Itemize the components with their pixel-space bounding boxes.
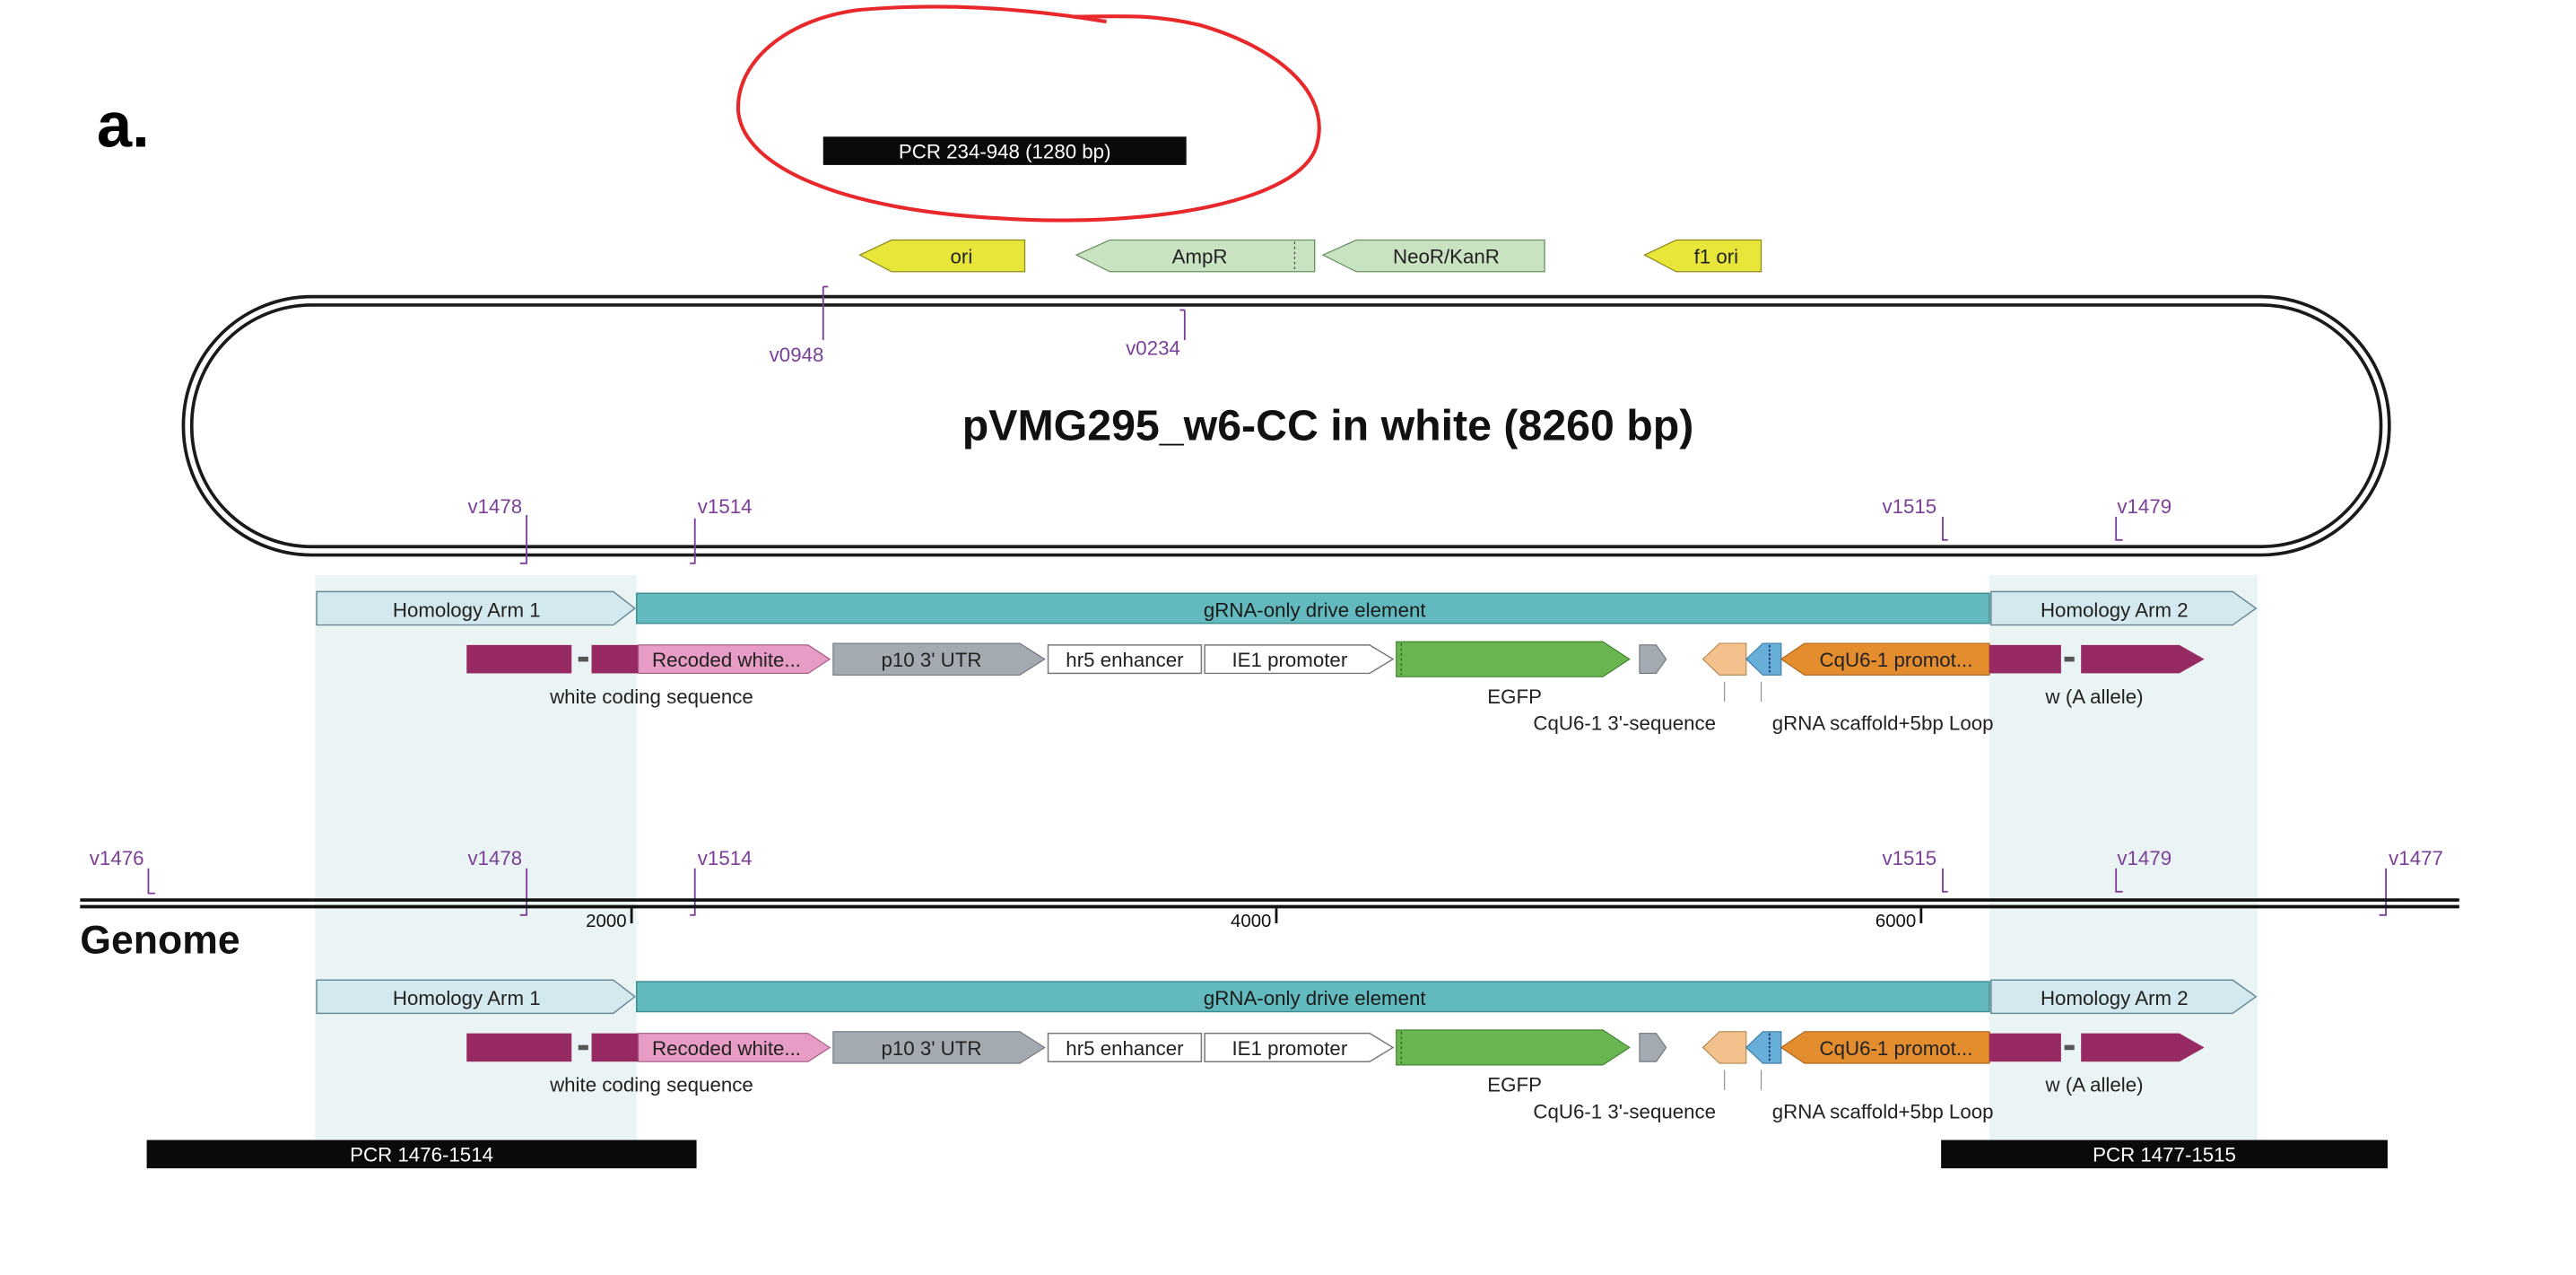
arm1-label: Homology Arm 1 (393, 598, 541, 621)
tick-6000-label: 6000 (1875, 912, 1916, 931)
white-cds-label: white coding sequence (549, 686, 753, 708)
primer-v1479-genome-mark (2115, 868, 2123, 893)
recoded-label: Recoded white... (652, 649, 801, 671)
primer-v1515-genome-mark (1942, 868, 1948, 893)
f1-ori-label: f1 ori (1694, 245, 1739, 267)
primer-v0948-label: v0948 (770, 344, 824, 366)
primer-v0234-label: v0234 (1126, 337, 1180, 360)
ie1-label-genome: IE1 promoter (1231, 1037, 1347, 1060)
cqu6-label-genome: CqU6-1 promot... (1820, 1037, 1973, 1060)
primer-v1479-plasmid-mark (2115, 516, 2123, 541)
primer-v1515-genome-label: v1515 (1882, 847, 1936, 869)
egfp-label-genome: EGFP (1487, 1074, 1542, 1096)
primer-v1479-plasmid-label: v1479 (2117, 495, 2171, 518)
primer-v1477-label: v1477 (2389, 847, 2443, 869)
cqu6-3-label: CqU6-1 3'-sequence (1533, 712, 1716, 735)
primer-v1514-genome-mark (690, 868, 696, 916)
ori-label: ori (951, 245, 973, 267)
tick-2000-label: 2000 (586, 912, 626, 931)
construct-genome-labels: Homology Arm 1 gRNA-only drive element H… (393, 987, 2189, 1122)
scaffold-label: gRNA scaffold+5bp Loop (1772, 712, 1994, 735)
primer-v1478-plasmid-mark (519, 514, 528, 564)
primer-v1477-mark (2379, 868, 2388, 916)
egfp-label: EGFP (1487, 686, 1542, 708)
primer-v1514-plasmid-label: v1514 (698, 495, 753, 518)
p10-label: p10 3' UTR (881, 649, 981, 671)
p10-label-genome: p10 3' UTR (881, 1037, 981, 1060)
drive-label-genome: gRNA-only drive element (1204, 987, 1426, 1009)
primer-v1476-label: v1476 (90, 847, 144, 869)
ampr-arrow (1075, 239, 1316, 273)
primer-v1478-plasmid-label: v1478 (467, 495, 522, 518)
tick-4000-label: 4000 (1231, 912, 1271, 931)
primer-v1515-plasmid-label: v1515 (1882, 495, 1936, 518)
hr5-label: hr5 enhancer (1066, 649, 1184, 671)
w-allele-label: w (A allele) (2045, 686, 2144, 708)
plasmid-outline-outer (181, 294, 2391, 557)
recoded-label-genome: Recoded white... (652, 1037, 801, 1060)
white-cds-label-genome: white coding sequence (549, 1074, 753, 1096)
genome-label: Genome (80, 918, 239, 962)
pcr-top-label: PCR 234-948 (1280 bp) (899, 140, 1111, 162)
neor-arrow (1321, 239, 1545, 273)
construct-plasmid-labels: Homology Arm 1 gRNA-only drive element H… (393, 598, 2189, 734)
red-annotation-scribble (735, 4, 1321, 223)
pcr-top-bar (822, 136, 1187, 165)
ampr-label: AmpR (1172, 245, 1228, 267)
pcr-left-bar (146, 1140, 697, 1169)
primer-v1478-genome-label: v1478 (467, 847, 522, 869)
cqu6-3-label-genome: CqU6-1 3'-sequence (1533, 1100, 1716, 1122)
plasmid-title: pVMG295_w6-CC in white (8260 bp) (962, 401, 1694, 450)
ori-arrow (858, 239, 1026, 273)
pcr-right-label: PCR 1477-1515 (2093, 1144, 2236, 1166)
plasmid-outline-inner (189, 303, 2383, 549)
neor-label: NeoR/KanR (1393, 245, 1500, 267)
ie1-label: IE1 promoter (1231, 649, 1347, 671)
primer-v1476-mark (147, 868, 155, 895)
primer-v1514-plasmid-mark (690, 518, 696, 564)
pcr-right-bar (1941, 1140, 2388, 1169)
primer-v1479-genome-label: v1479 (2117, 847, 2171, 869)
w-allele-label-genome: w (A allele) (2045, 1074, 2144, 1096)
scaffold-label-genome: gRNA scaffold+5bp Loop (1772, 1100, 1994, 1122)
f1-ori-arrow (1643, 239, 1762, 273)
arm1-label-genome: Homology Arm 1 (393, 987, 541, 1009)
primer-v1515-plasmid-mark (1942, 516, 1948, 541)
pcr-left-label: PCR 1476-1514 (350, 1144, 493, 1166)
primer-v1514-genome-label: v1514 (698, 847, 753, 869)
cqu6-label: CqU6-1 promot... (1820, 649, 1973, 671)
hr5-label-genome: hr5 enhancer (1066, 1037, 1184, 1060)
drive-label: gRNA-only drive element (1204, 598, 1426, 621)
panel-label: a. (97, 89, 150, 160)
arm2-label: Homology Arm 2 (2041, 598, 2189, 621)
primer-v1478-genome-mark (519, 868, 528, 916)
arm2-label-genome: Homology Arm 2 (2041, 987, 2189, 1009)
